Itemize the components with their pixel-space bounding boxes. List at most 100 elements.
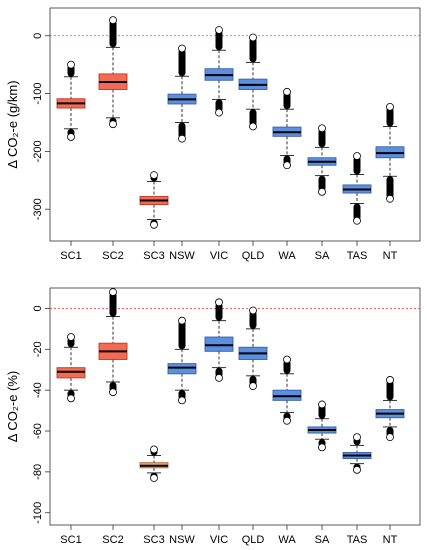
outliers-high [386, 106, 394, 127]
outliers-low [249, 109, 257, 127]
outlier-max [386, 376, 394, 384]
outliers-high [178, 320, 186, 350]
outliers-high [109, 20, 117, 48]
outliers-low [178, 122, 186, 139]
outlier-min [67, 133, 75, 141]
outlier-max [67, 333, 75, 341]
outlier-min [150, 474, 158, 482]
outlier-min [67, 394, 75, 403]
y-axis: 0 -100 -200 -300 [32, 33, 50, 220]
y-tick-label: -300 [32, 198, 44, 220]
box-iqr [167, 363, 197, 375]
outlier-max [249, 33, 257, 42]
x-tick-label: NT [383, 250, 398, 262]
plot-frame [49, 287, 421, 526]
outliers-low [318, 175, 326, 192]
y-tick-label: -100 [32, 83, 44, 105]
outlier-min [283, 416, 291, 425]
outliers-high [353, 156, 361, 175]
outliers-low [386, 176, 394, 199]
x-tick-label: SC2 [102, 534, 123, 546]
outliers-high [215, 29, 223, 51]
outlier-max [318, 124, 326, 133]
y-tick-label: 0 [32, 305, 44, 311]
box-sa [307, 124, 337, 196]
outlier-min [249, 382, 257, 390]
outliers-high [249, 37, 257, 63]
box-qld [238, 306, 268, 390]
x-tick-label: SA [315, 534, 330, 546]
outlier-max [283, 87, 291, 96]
outlier-min [150, 220, 158, 229]
outlier-max [215, 298, 223, 307]
box-nt [375, 376, 405, 442]
x-tick-label: SC3 [143, 250, 164, 262]
y-tick-label: -40 [32, 382, 44, 398]
x-tick-label: SC2 [102, 250, 123, 262]
outlier-min [178, 134, 186, 143]
outlier-min [353, 465, 361, 474]
outlier-max [249, 306, 257, 315]
x-tick-label: NT [383, 534, 398, 546]
y-axis-label: Δ CO₂-e (%) [5, 371, 20, 443]
panel-percent: Δ CO₂-e (%) 0 -20 -40 -60 -80 -100 SC1 SC2 SC3 N… [5, 287, 421, 546]
box-iqr [204, 336, 234, 352]
outliers-low [353, 203, 361, 221]
outliers-high [318, 404, 326, 419]
outlier-max [178, 316, 186, 325]
box-nt [375, 102, 405, 203]
outlier-min [386, 433, 394, 442]
y-tick-label: 0 [32, 33, 44, 39]
outlier-max [178, 44, 186, 53]
box-sc2 [98, 16, 128, 129]
box-vic [204, 298, 234, 382]
outlier-min [109, 120, 117, 129]
box-series [50, 288, 420, 482]
outliers-high [318, 128, 326, 148]
x-tick-label: VIC [210, 534, 228, 546]
outlier-min [318, 187, 326, 196]
y-tick-label: -20 [32, 341, 44, 357]
outlier-min [283, 161, 291, 170]
box-iqr [272, 389, 302, 401]
x-axis: SC1 SC2 SC3 NSW VIC QLD WA SA TAS NT [60, 525, 398, 546]
outliers-high [215, 302, 223, 321]
outliers-high [109, 292, 117, 317]
outlier-max [353, 152, 361, 160]
box-wa [272, 87, 302, 170]
outlier-min [386, 194, 394, 203]
outlier-max [353, 433, 361, 442]
x-tick-label: VIC [210, 250, 228, 262]
outlier-min [215, 108, 223, 117]
outlier-min [353, 216, 361, 225]
x-tick-label: NSW [169, 250, 195, 262]
y-tick-label: -200 [32, 140, 44, 162]
outlier-max [109, 16, 117, 25]
outlier-max [318, 400, 326, 409]
box-tas [342, 433, 372, 474]
outlier-max [150, 171, 158, 179]
box-sa [307, 400, 337, 452]
y-tick-label: -80 [32, 464, 44, 480]
x-tick-label: QLD [242, 250, 265, 262]
x-tick-label: SC1 [60, 250, 81, 262]
outlier-min [109, 388, 117, 397]
box-nsw [167, 316, 197, 405]
x-tick-label: QLD [242, 534, 265, 546]
outlier-min [215, 373, 223, 382]
box-series [50, 16, 420, 229]
box-qld [238, 33, 268, 131]
outlier-min [318, 443, 326, 452]
outlier-max [283, 355, 291, 364]
box-tas [342, 152, 372, 225]
y-axis-label: Δ CO₂-e (g/km) [5, 80, 20, 168]
x-tick-label: TAS [347, 250, 368, 262]
x-tick-label: NSW [169, 534, 195, 546]
box-sc1 [56, 333, 86, 403]
box-iqr [56, 367, 86, 379]
y-tick-label: -60 [32, 423, 44, 439]
x-tick-label: WA [278, 250, 296, 262]
x-axis: SC1 SC2 SC3 NSW VIC QLD WA SA TAS NT [60, 241, 398, 262]
x-tick-label: WA [278, 534, 296, 546]
